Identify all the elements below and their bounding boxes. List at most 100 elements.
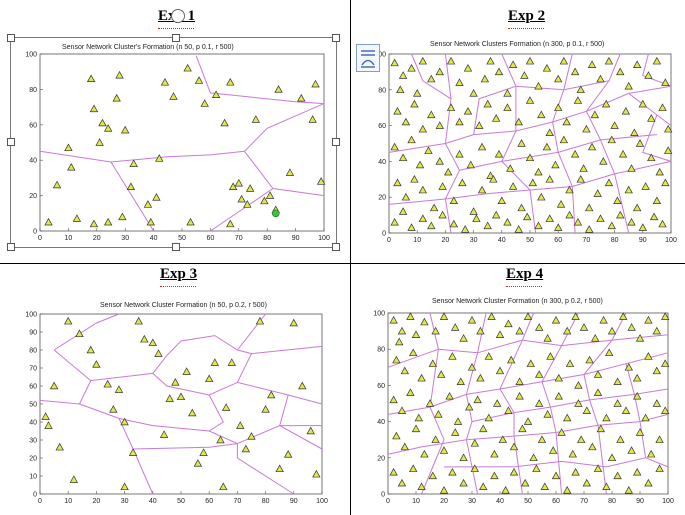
sensor-node bbox=[647, 114, 656, 122]
sensor-node bbox=[406, 312, 415, 320]
sensor-node bbox=[534, 167, 543, 176]
spellcheck-underline bbox=[506, 284, 542, 287]
sensor-node bbox=[428, 359, 437, 367]
resize-handle[interactable] bbox=[7, 243, 15, 251]
sensor-node bbox=[64, 316, 73, 325]
sensor-node bbox=[621, 406, 631, 414]
sensor-node bbox=[451, 428, 460, 436]
sensor-node bbox=[663, 124, 673, 133]
sensor-node bbox=[508, 182, 518, 190]
sensor-node bbox=[407, 135, 416, 144]
sensor-node bbox=[431, 326, 440, 335]
x-tick-label: 10 bbox=[412, 498, 420, 505]
sensor-node bbox=[44, 217, 53, 226]
y-tick-label: 80 bbox=[29, 348, 37, 355]
sensor-node bbox=[591, 334, 600, 342]
cluster-boundary bbox=[39, 150, 245, 163]
sensor-node bbox=[437, 370, 446, 378]
sensor-node bbox=[216, 435, 225, 444]
cluster-boundary bbox=[152, 349, 253, 396]
y-tick-label: 80 bbox=[378, 87, 386, 94]
sensor-node bbox=[599, 315, 608, 324]
resize-handle[interactable] bbox=[172, 34, 180, 42]
y-tick-label: 40 bbox=[29, 420, 37, 427]
sensor-node bbox=[221, 403, 231, 411]
sensor-node bbox=[194, 76, 204, 84]
cluster-boundary bbox=[473, 80, 610, 135]
cluster-boundary bbox=[195, 55, 325, 105]
sensor-node bbox=[525, 56, 535, 65]
sensor-node bbox=[590, 110, 600, 119]
x-tick-label: 0 bbox=[387, 237, 391, 244]
layout-options-icon[interactable] bbox=[356, 44, 380, 72]
image-selection-frame[interactable] bbox=[10, 37, 337, 248]
cluster-boundary bbox=[133, 443, 238, 450]
sensor-node bbox=[652, 399, 661, 407]
sensor-node bbox=[89, 104, 99, 113]
sensor-node bbox=[517, 203, 526, 212]
sensor-node bbox=[613, 377, 622, 386]
sensor-node bbox=[389, 467, 398, 476]
sensor-node bbox=[397, 326, 407, 335]
sensor-node bbox=[604, 178, 614, 187]
sensor-node bbox=[193, 459, 203, 467]
cluster-boundary bbox=[388, 85, 672, 153]
y-tick-label: 40 bbox=[29, 158, 37, 165]
sensor-node bbox=[652, 56, 662, 65]
sensor-node bbox=[582, 406, 591, 414]
sensor-node bbox=[140, 334, 149, 343]
sensor-node bbox=[103, 124, 113, 132]
resize-handle[interactable] bbox=[172, 243, 180, 251]
resize-handle[interactable] bbox=[7, 34, 15, 42]
sensor-node bbox=[261, 405, 270, 413]
sensor-node bbox=[112, 93, 121, 102]
resize-handle[interactable] bbox=[7, 138, 15, 146]
sensor-node bbox=[573, 217, 583, 226]
sensor-node bbox=[655, 464, 664, 472]
sensor-node bbox=[593, 388, 603, 396]
sensor-node bbox=[455, 117, 464, 126]
sensor-node bbox=[243, 200, 252, 208]
cluster-boundary bbox=[642, 114, 672, 162]
sensor-node bbox=[616, 210, 625, 219]
sensor-node bbox=[44, 421, 53, 429]
y-tick-label: 60 bbox=[377, 383, 385, 390]
sensor-node bbox=[306, 426, 315, 435]
sensor-node bbox=[534, 221, 543, 230]
sensor-node bbox=[465, 402, 474, 411]
sensor-node bbox=[418, 214, 428, 222]
sensor-node bbox=[585, 203, 594, 212]
sensor-node bbox=[439, 446, 449, 454]
sensor-node bbox=[289, 318, 298, 327]
resize-handle[interactable] bbox=[332, 243, 340, 251]
sensor-node bbox=[470, 438, 479, 447]
sensor-node bbox=[610, 121, 619, 129]
sensor-node bbox=[154, 349, 163, 357]
resize-handle[interactable] bbox=[332, 34, 340, 42]
sensor-node bbox=[455, 149, 464, 158]
sensor-node bbox=[183, 63, 192, 72]
sensor-node bbox=[86, 74, 96, 83]
sensor-node bbox=[565, 359, 575, 367]
sensor-node bbox=[563, 486, 572, 494]
rotate-handle-icon[interactable] bbox=[171, 9, 185, 23]
sensor-node bbox=[570, 149, 580, 158]
sensor-node bbox=[480, 74, 490, 83]
sensor-node bbox=[458, 178, 467, 187]
sensor-node bbox=[545, 128, 554, 136]
y-tick-label: 0 bbox=[33, 229, 37, 236]
sensor-node bbox=[390, 217, 399, 226]
y-tick-label: 20 bbox=[377, 455, 385, 462]
x-tick-label: 50 bbox=[177, 498, 185, 505]
sensor-node bbox=[655, 435, 664, 443]
sensor-node bbox=[410, 174, 419, 183]
sensor-node bbox=[114, 385, 124, 393]
sensor-node bbox=[641, 182, 650, 190]
chart-2-title: Sensor Network Clusters Formation (n 300… bbox=[430, 41, 605, 48]
exp-4-heading: Exp 4 bbox=[506, 266, 544, 282]
sensor-node bbox=[571, 312, 580, 320]
cluster-boundary bbox=[251, 345, 323, 355]
sensor-node bbox=[409, 464, 418, 472]
resize-handle[interactable] bbox=[332, 138, 340, 146]
sensor-node bbox=[633, 391, 642, 400]
